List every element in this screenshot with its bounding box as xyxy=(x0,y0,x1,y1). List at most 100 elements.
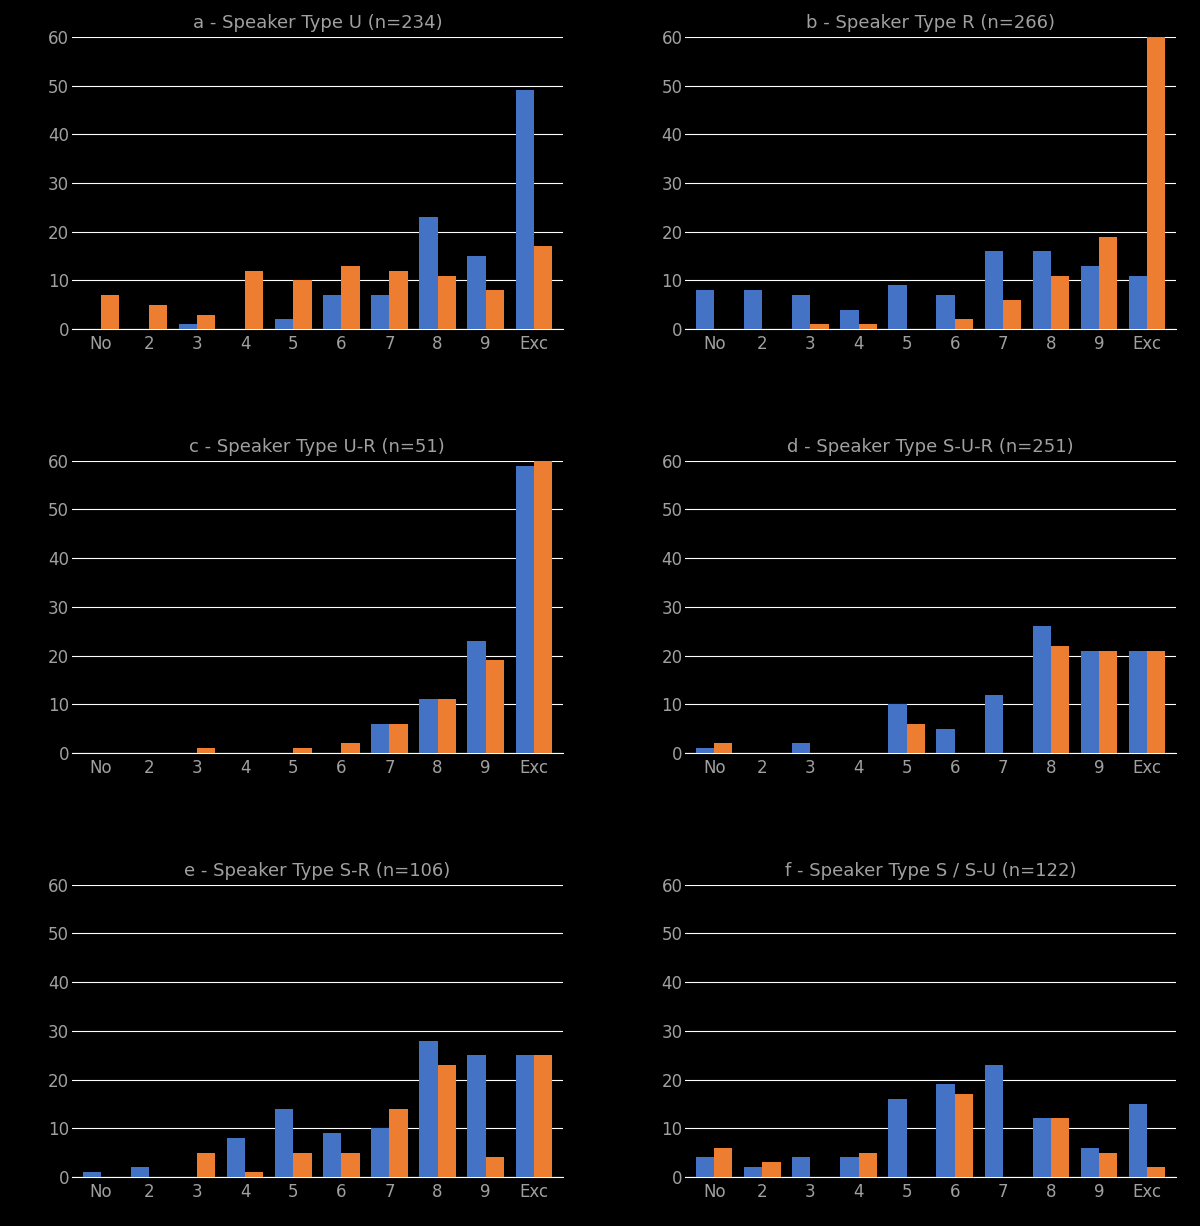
Bar xyxy=(275,320,293,329)
Bar xyxy=(714,743,732,753)
Bar xyxy=(197,315,215,329)
Bar xyxy=(1033,626,1051,753)
Bar xyxy=(840,1157,858,1177)
Bar xyxy=(419,217,438,329)
Bar xyxy=(371,1128,390,1177)
Bar xyxy=(197,748,215,753)
Bar xyxy=(197,1152,215,1177)
Bar xyxy=(744,1167,762,1177)
Bar xyxy=(1051,1118,1069,1177)
Bar xyxy=(1033,1118,1051,1177)
Bar xyxy=(438,1065,456,1177)
Title: e - Speaker Type S-R (n=106): e - Speaker Type S-R (n=106) xyxy=(185,862,450,880)
Bar xyxy=(534,461,552,753)
Bar xyxy=(1081,1148,1099,1177)
Bar xyxy=(197,748,215,753)
Bar xyxy=(83,1172,101,1177)
Bar xyxy=(486,1157,504,1177)
Bar xyxy=(1129,276,1147,329)
Bar xyxy=(984,1065,1003,1177)
Bar xyxy=(1099,237,1117,329)
Bar xyxy=(390,271,408,329)
Bar xyxy=(486,291,504,329)
Bar xyxy=(810,324,829,329)
Bar xyxy=(341,266,360,329)
Bar xyxy=(858,1152,877,1177)
Bar xyxy=(1033,251,1051,329)
Bar xyxy=(419,1041,438,1177)
Bar xyxy=(714,1148,732,1177)
Bar xyxy=(293,281,312,329)
Bar xyxy=(984,1065,1003,1177)
Bar xyxy=(534,1056,552,1177)
Bar xyxy=(762,1162,780,1177)
Bar xyxy=(468,641,486,753)
Bar xyxy=(486,1157,504,1177)
Bar xyxy=(83,1172,101,1177)
Bar xyxy=(858,1152,877,1177)
Bar xyxy=(1081,266,1099,329)
Bar xyxy=(371,723,390,753)
Bar xyxy=(810,324,829,329)
Bar xyxy=(341,266,360,329)
Bar xyxy=(936,295,955,329)
Bar xyxy=(1147,1167,1165,1177)
Bar xyxy=(696,291,714,329)
Bar xyxy=(792,295,810,329)
Bar xyxy=(419,217,438,329)
Bar xyxy=(468,256,486,329)
Bar xyxy=(275,1108,293,1177)
Title: a - Speaker Type U (n=234): a - Speaker Type U (n=234) xyxy=(192,15,442,32)
Bar xyxy=(762,1162,780,1177)
Bar xyxy=(955,1094,973,1177)
Bar xyxy=(323,1133,341,1177)
Bar xyxy=(390,271,408,329)
Bar xyxy=(371,295,390,329)
Bar xyxy=(907,723,925,753)
Bar xyxy=(245,271,264,329)
Bar xyxy=(197,315,215,329)
Bar xyxy=(419,700,438,753)
Bar xyxy=(390,1108,408,1177)
Bar xyxy=(371,295,390,329)
Bar xyxy=(696,748,714,753)
Bar xyxy=(468,1056,486,1177)
Bar xyxy=(275,1108,293,1177)
Bar xyxy=(534,246,552,329)
Bar xyxy=(390,723,408,753)
Bar xyxy=(714,743,732,753)
Bar xyxy=(1033,251,1051,329)
Bar xyxy=(792,743,810,753)
Bar xyxy=(245,271,264,329)
Bar xyxy=(955,1094,973,1177)
Bar xyxy=(840,310,858,329)
Bar xyxy=(341,743,360,753)
Bar xyxy=(984,251,1003,329)
Bar xyxy=(534,461,552,753)
Bar xyxy=(1051,276,1069,329)
Bar xyxy=(341,743,360,753)
Bar xyxy=(1099,651,1117,753)
Bar xyxy=(293,748,312,753)
Bar xyxy=(696,748,714,753)
Bar xyxy=(438,700,456,753)
Bar xyxy=(936,728,955,753)
Title: f - Speaker Type S / S-U (n=122): f - Speaker Type S / S-U (n=122) xyxy=(785,862,1076,880)
Bar xyxy=(888,286,907,329)
Bar xyxy=(419,1041,438,1177)
Bar xyxy=(792,1157,810,1177)
Bar xyxy=(438,276,456,329)
Bar xyxy=(840,1157,858,1177)
Bar xyxy=(323,1133,341,1177)
Bar xyxy=(516,466,534,753)
Bar xyxy=(984,695,1003,753)
Bar xyxy=(101,295,119,329)
Bar xyxy=(390,1108,408,1177)
Bar xyxy=(1147,37,1165,329)
Bar xyxy=(438,1065,456,1177)
Bar xyxy=(840,310,858,329)
Bar xyxy=(468,256,486,329)
Bar xyxy=(955,320,973,329)
Bar xyxy=(888,704,907,753)
Bar xyxy=(516,91,534,329)
